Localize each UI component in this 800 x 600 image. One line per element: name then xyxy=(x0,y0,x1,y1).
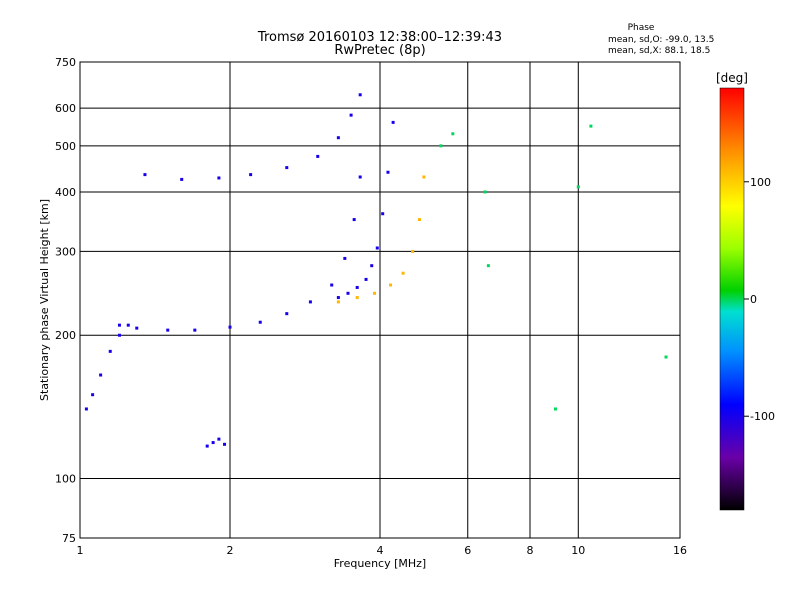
echo-point xyxy=(343,256,347,260)
y-tick-label: 750 xyxy=(55,56,76,69)
echo-point xyxy=(91,393,95,397)
echo-point xyxy=(217,437,221,441)
echo-points xyxy=(84,93,668,448)
colorbar xyxy=(719,87,745,511)
echo-point xyxy=(117,323,121,327)
echo-point xyxy=(166,328,170,332)
echo-point xyxy=(451,132,455,136)
colorbar-ticks: 100 0 -100 xyxy=(744,176,775,423)
echo-point xyxy=(336,296,340,300)
axis-ticks: 1 2 4 6 8 10 16 75 100 200 300 400 500 600 750 xyxy=(55,56,687,557)
echo-point xyxy=(358,175,362,179)
echo-point xyxy=(143,173,147,177)
colorbar-label: [deg] xyxy=(716,71,748,85)
echo-point xyxy=(417,218,421,222)
echo-point xyxy=(99,373,103,377)
echo-point xyxy=(336,300,340,304)
echo-point xyxy=(193,328,197,332)
y-tick-label: 600 xyxy=(55,102,76,115)
echo-point xyxy=(211,441,215,445)
echo-point xyxy=(285,312,289,316)
echo-point xyxy=(439,144,443,148)
echo-point xyxy=(576,185,580,189)
grid-lines xyxy=(80,62,680,538)
echo-point xyxy=(228,325,232,329)
echo-point xyxy=(180,177,184,181)
echo-point xyxy=(422,175,426,179)
x-tick-label: 1 xyxy=(77,544,84,557)
y-tick-label: 200 xyxy=(55,329,76,342)
echo-point xyxy=(391,120,395,124)
echo-point xyxy=(308,300,312,304)
phase-info-x: mean, sd,X: 88.1, 18.5 xyxy=(608,46,710,56)
echo-point xyxy=(355,296,359,300)
phase-info-o: mean, sd,O: -99.0, 13.5 xyxy=(608,35,714,45)
echo-point xyxy=(486,264,490,268)
echo-point xyxy=(346,291,350,295)
y-tick-label: 100 xyxy=(55,473,76,486)
x-tick-label: 16 xyxy=(673,544,687,557)
plot-frame xyxy=(79,61,681,539)
echo-point xyxy=(389,283,393,287)
echo-point xyxy=(375,246,379,250)
x-tick-label: 6 xyxy=(464,544,471,557)
y-axis-label: Stationary phase Virtual Height [km] xyxy=(38,199,51,401)
x-tick-label: 2 xyxy=(227,544,234,557)
chart-title: Tromsø 20160103 12:38:00–12:39:43 xyxy=(257,30,502,45)
y-tick-label: 400 xyxy=(55,186,76,199)
colorbar-tick-label: 100 xyxy=(750,176,771,189)
echo-point xyxy=(553,407,557,411)
echo-point xyxy=(401,271,405,275)
echo-point xyxy=(316,154,320,158)
echo-point xyxy=(411,249,415,253)
echo-point xyxy=(355,285,359,289)
echo-point xyxy=(373,291,377,295)
x-tick-label: 10 xyxy=(571,544,585,557)
echo-point xyxy=(258,320,262,324)
echo-point xyxy=(205,444,209,448)
echo-point xyxy=(664,355,668,359)
y-tick-label: 75 xyxy=(62,532,76,545)
echo-point xyxy=(223,442,227,446)
echo-point xyxy=(364,277,368,281)
echo-point xyxy=(358,93,362,97)
echo-point xyxy=(336,136,340,140)
echo-point xyxy=(386,170,390,174)
echo-point xyxy=(483,190,487,194)
echo-point xyxy=(217,176,221,180)
echo-point xyxy=(249,173,253,177)
y-tick-label: 500 xyxy=(55,140,76,153)
echo-point xyxy=(126,323,130,327)
x-tick-label: 4 xyxy=(377,544,384,557)
x-axis-label: Frequency [MHz] xyxy=(334,557,426,570)
x-tick-label: 8 xyxy=(527,544,534,557)
y-tick-label: 300 xyxy=(55,245,76,258)
chart-subtitle: RwPretec (8p) xyxy=(334,43,425,58)
colorbar-tick-label: 0 xyxy=(750,293,757,306)
echo-point xyxy=(589,124,593,128)
echo-point xyxy=(381,212,385,216)
colorbar-tick-label: -100 xyxy=(750,410,775,423)
echo-point xyxy=(352,218,356,222)
echo-point xyxy=(108,349,112,353)
phase-info-title: Phase xyxy=(628,23,655,33)
echo-point xyxy=(117,333,121,337)
echo-point xyxy=(135,326,139,330)
echo-point xyxy=(370,264,374,268)
echo-point xyxy=(84,407,88,411)
echo-point xyxy=(330,283,334,287)
echo-point xyxy=(349,113,353,117)
echo-point xyxy=(285,166,289,170)
